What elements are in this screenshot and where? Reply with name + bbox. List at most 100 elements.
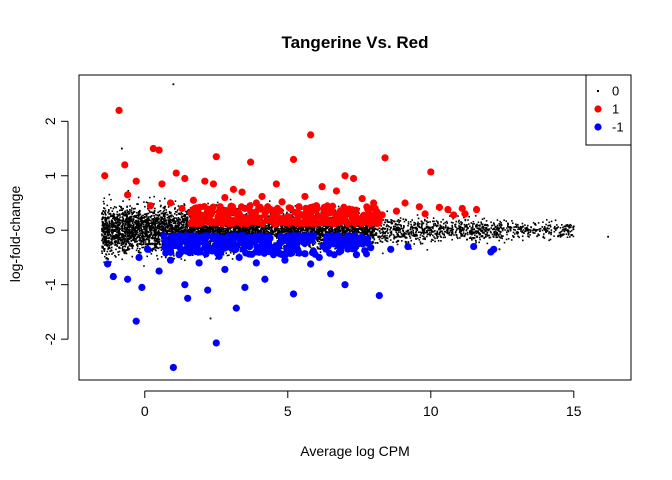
data-point	[432, 234, 434, 237]
data-point	[132, 235, 135, 237]
data-point	[273, 234, 276, 236]
data-point	[202, 228, 205, 230]
data-point	[322, 225, 325, 228]
data-point	[112, 252, 115, 254]
data-point	[227, 229, 230, 232]
data-point	[327, 226, 329, 228]
data-point	[373, 230, 376, 233]
data-point	[476, 223, 478, 226]
data-point	[483, 237, 485, 240]
data-point	[482, 228, 484, 230]
data-point	[493, 224, 496, 226]
data-point	[146, 230, 148, 232]
data-point	[250, 224, 252, 226]
data-point	[158, 238, 161, 241]
data-point	[103, 223, 106, 225]
data-point	[409, 235, 411, 238]
data-point	[517, 226, 519, 228]
data-point	[107, 216, 109, 218]
data-point	[554, 219, 557, 222]
data-point	[385, 230, 388, 233]
data-point	[324, 229, 327, 232]
data-point	[291, 228, 293, 230]
data-point	[115, 227, 117, 230]
data-point	[491, 233, 494, 236]
data-point	[548, 231, 550, 233]
data-point	[117, 253, 120, 256]
data-point	[173, 220, 176, 223]
data-point	[276, 234, 278, 236]
data-point	[153, 210, 156, 213]
data-point	[451, 232, 454, 234]
data-point	[117, 251, 119, 253]
data-point	[479, 232, 481, 235]
data-point	[103, 228, 105, 231]
data-point	[485, 228, 488, 230]
data-point	[129, 208, 131, 211]
data-point	[132, 226, 134, 229]
data-point	[192, 230, 195, 232]
data-point	[334, 248, 336, 250]
data-point	[415, 231, 417, 234]
data-point	[186, 220, 188, 223]
data-point	[161, 220, 164, 223]
data-point	[131, 245, 134, 247]
data-point	[121, 247, 124, 250]
data-point	[140, 235, 143, 237]
data-point	[514, 229, 516, 231]
data-point	[400, 240, 403, 242]
data-point	[454, 225, 456, 228]
data-point	[214, 228, 217, 230]
data-point	[111, 210, 114, 212]
data-point	[392, 228, 395, 231]
data-point	[145, 214, 148, 217]
data-point	[126, 233, 128, 235]
data-point	[108, 221, 111, 223]
data-point	[504, 229, 506, 231]
data-point	[550, 220, 553, 223]
data-point	[120, 213, 123, 215]
data-point	[309, 244, 311, 246]
data-point	[105, 240, 107, 243]
data-point	[539, 227, 542, 230]
data-point	[458, 225, 460, 227]
data-point	[342, 228, 345, 231]
data-point	[469, 225, 471, 228]
data-point	[299, 227, 302, 230]
data-point	[106, 250, 109, 253]
data-point	[439, 231, 441, 233]
data-point	[123, 227, 126, 230]
data-point	[478, 241, 480, 244]
data-point	[305, 227, 307, 230]
data-point	[475, 241, 477, 244]
data-point	[120, 207, 123, 210]
data-point	[416, 214, 419, 216]
data-point	[425, 227, 428, 229]
data-point	[196, 231, 198, 233]
data-point	[518, 236, 520, 239]
data-point	[457, 215, 459, 217]
data-point	[166, 231, 169, 234]
data-point	[104, 241, 106, 243]
data-point	[168, 221, 171, 224]
data-point	[342, 232, 345, 234]
data-point	[437, 222, 439, 225]
data-point	[149, 215, 151, 218]
data-point	[152, 225, 154, 228]
data-point	[150, 233, 153, 236]
data-point	[107, 226, 109, 228]
data-point	[108, 242, 111, 245]
data-point	[293, 230, 295, 232]
data-point	[536, 229, 539, 231]
data-point	[352, 226, 355, 229]
data-point	[403, 226, 405, 228]
data-point	[450, 227, 452, 230]
data-point	[307, 226, 310, 229]
data-point	[257, 231, 259, 233]
data-point	[105, 241, 107, 244]
data-point	[177, 213, 180, 215]
data-point	[538, 228, 541, 230]
data-point	[372, 226, 375, 229]
data-point	[128, 220, 130, 223]
data-point	[137, 221, 140, 224]
